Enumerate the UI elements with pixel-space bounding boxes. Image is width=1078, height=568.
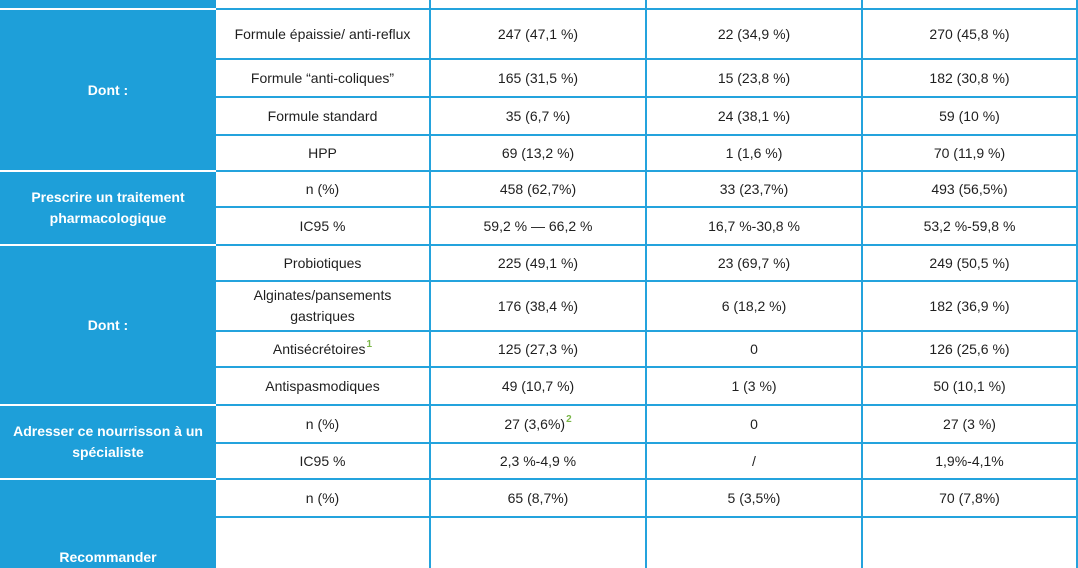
- table-cell: 126 (25,6 %): [863, 332, 1078, 368]
- table-cell: 1,9%-4,1%: [863, 444, 1078, 480]
- row-label: IC95 %: [216, 208, 431, 246]
- section-header-adresser: Adresser ce nourrisson à un spécialiste: [0, 406, 216, 480]
- table-cell: [216, 0, 431, 10]
- row-label: Formule “anti-coliques”: [216, 60, 431, 98]
- table-cell: 15 (23,8 %): [647, 60, 863, 98]
- table-cell: 53,2 %-59,8 %: [863, 208, 1078, 246]
- row-label: n (%): [216, 406, 431, 444]
- row-label: IC95 %: [216, 444, 431, 480]
- table-cell: 0: [647, 332, 863, 368]
- table-cell: 69 (13,2 %): [431, 136, 647, 172]
- footnote-marker: 1: [366, 338, 373, 350]
- table-cell: 182 (36,9 %): [863, 282, 1078, 332]
- row-label: Antispasmodiques: [216, 368, 431, 406]
- section-header-recommander: Recommander: [0, 480, 216, 568]
- table-cell: 125 (27,3 %): [431, 332, 647, 368]
- table-cell: 59 (10 %): [863, 98, 1078, 136]
- row-label: n (%): [216, 172, 431, 208]
- table-cell: 458 (62,7%): [431, 172, 647, 208]
- table-cell: [431, 518, 647, 568]
- table-cell: [647, 0, 863, 10]
- table-cell: 176 (38,4 %): [431, 282, 647, 332]
- footnote-marker: 2: [566, 413, 572, 425]
- table-cell: 35 (6,7 %): [431, 98, 647, 136]
- table-cell: 27 (3 %): [863, 406, 1078, 444]
- row-label: Formule épaissie/ anti-reflux: [216, 10, 431, 60]
- table-cell: [647, 518, 863, 568]
- table-cell: 1 (1,6 %): [647, 136, 863, 172]
- table-cell: 33 (23,7%): [647, 172, 863, 208]
- section-header-prescrire: Prescrire un traitement pharmacologique: [0, 172, 216, 246]
- row-label-text: Antisécrétoires: [272, 340, 366, 357]
- table-cell: 24 (38,1 %): [647, 98, 863, 136]
- row-label: Formule standard: [216, 98, 431, 136]
- table-cell: 493 (56,5%): [863, 172, 1078, 208]
- table-cell: [863, 518, 1078, 568]
- row-label: n (%): [216, 480, 431, 518]
- table-cell: 70 (11,9 %): [863, 136, 1078, 172]
- cell-value: 27 (3,6%): [504, 415, 566, 432]
- table-cell: [216, 518, 431, 568]
- table-cell: 249 (50,5 %): [863, 246, 1078, 282]
- table-cell: 23 (69,7 %): [647, 246, 863, 282]
- table-cell: 59,2 % — 66,2 %: [431, 208, 647, 246]
- table-cell: 50 (10,1 %): [863, 368, 1078, 406]
- table-cell: 16,7 %-30,8 %: [647, 208, 863, 246]
- table-cell: 247 (47,1 %): [431, 10, 647, 60]
- table-cell: [431, 0, 647, 10]
- table-cell: 27 (3,6%) 2: [431, 406, 647, 444]
- table-cell: 270 (45,8 %): [863, 10, 1078, 60]
- section-header-recommander-text: Recommander: [59, 549, 157, 565]
- table-cell: 225 (49,1 %): [431, 246, 647, 282]
- row-label: Antisécrétoires 1: [216, 332, 431, 368]
- table-cell: 0: [647, 406, 863, 444]
- table-cell: [863, 0, 1078, 10]
- row-label: Alginates/pansements gastriques: [216, 282, 431, 332]
- row-label: Probiotiques: [216, 246, 431, 282]
- table-cell: /: [647, 444, 863, 480]
- table-cell: 70 (7,8%): [863, 480, 1078, 518]
- table-cell: 2,3 %-4,9 %: [431, 444, 647, 480]
- table-cell: 49 (10,7 %): [431, 368, 647, 406]
- table-cell: 22 (34,9 %): [647, 10, 863, 60]
- section-header-top: [0, 0, 216, 10]
- section-header-dont-formules: Dont :: [0, 10, 216, 172]
- section-header-dont-traitements: Dont :: [0, 246, 216, 406]
- table-cell: 165 (31,5 %): [431, 60, 647, 98]
- table-cell: 65 (8,7%): [431, 480, 647, 518]
- table-cell: 1 (3 %): [647, 368, 863, 406]
- table-cell: 182 (30,8 %): [863, 60, 1078, 98]
- table-cell: 5 (3,5%): [647, 480, 863, 518]
- row-label: HPP: [216, 136, 431, 172]
- table-cell: 6 (18,2 %): [647, 282, 863, 332]
